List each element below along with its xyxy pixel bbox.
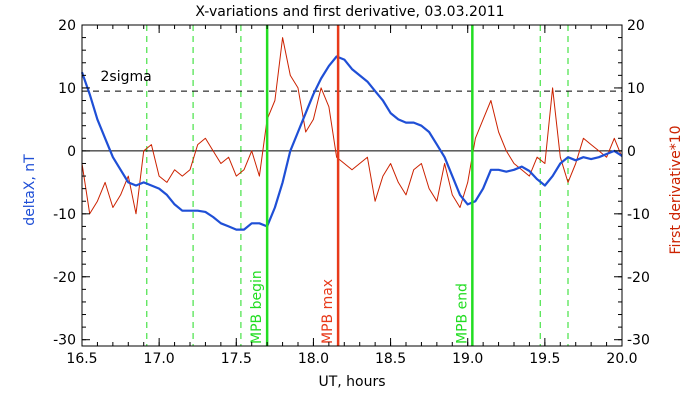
- x-tick-label-2: 17.5: [221, 351, 252, 367]
- y-axis-label-left: deltaX, nT: [22, 154, 38, 226]
- x-tick-label-7: 20.0: [606, 351, 637, 367]
- x-tick-label-3: 18.0: [298, 351, 329, 367]
- x-ticks-group: 16.5 17.0 17.5 18.0 18.5 19.0 19.5 20.0: [66, 25, 638, 367]
- vertical-marker-label-2: MPB end: [454, 283, 470, 344]
- threshold-group: 2sigma: [82, 69, 622, 92]
- y-tick-label-right-2: -10: [627, 207, 650, 223]
- threshold-label: 2sigma: [101, 69, 152, 85]
- vertical-markers-group: MPB begin MPB max MPB end: [249, 25, 474, 346]
- x-tick-label-6: 19.5: [529, 351, 560, 367]
- y-ticks-left-group: -30 -20 -10 0 10 20: [53, 18, 90, 349]
- plot-frame: [81, 24, 623, 347]
- x-tick-label-0: 16.5: [66, 351, 97, 367]
- chart-title: X-variations and first derivative, 03.03…: [195, 4, 504, 20]
- deltax-series-group: [80, 55, 623, 231]
- y-tick-label-right-0: -30: [627, 333, 650, 349]
- x-tick-label-1: 17.0: [144, 351, 175, 367]
- x-axis-label: UT, hours: [318, 374, 385, 390]
- y-axis-label-right: First derivative*10: [668, 125, 684, 254]
- y-tick-label-left-4: 10: [58, 81, 76, 97]
- x-tick-label-5: 19.0: [452, 351, 483, 367]
- y-ticks-right-group: -30 -20 -10 0 10 20: [614, 18, 650, 349]
- derivative-line: [81, 37, 623, 215]
- deltaX-line: [80, 55, 623, 231]
- derivative-series-group: [81, 37, 623, 215]
- dashed-markers-group: [146, 25, 569, 346]
- y-tick-label-left-0: -30: [53, 333, 76, 349]
- x-tick-label-4: 18.5: [375, 351, 406, 367]
- vertical-marker-label-0: MPB begin: [249, 270, 265, 344]
- y-tick-label-left-3: 0: [67, 144, 76, 160]
- y-tick-label-left-1: -20: [53, 270, 76, 286]
- vertical-marker-label-1: MPB max: [320, 279, 336, 344]
- y-tick-label-left-5: 20: [58, 18, 76, 34]
- y-tick-label-right-4: 10: [627, 81, 645, 97]
- y-tick-label-right-1: -20: [627, 270, 650, 286]
- y-tick-label-left-2: -10: [53, 207, 76, 223]
- y-tick-label-right-5: 20: [627, 18, 645, 34]
- y-tick-label-right-3: 0: [627, 144, 636, 160]
- plot-area: [82, 25, 622, 346]
